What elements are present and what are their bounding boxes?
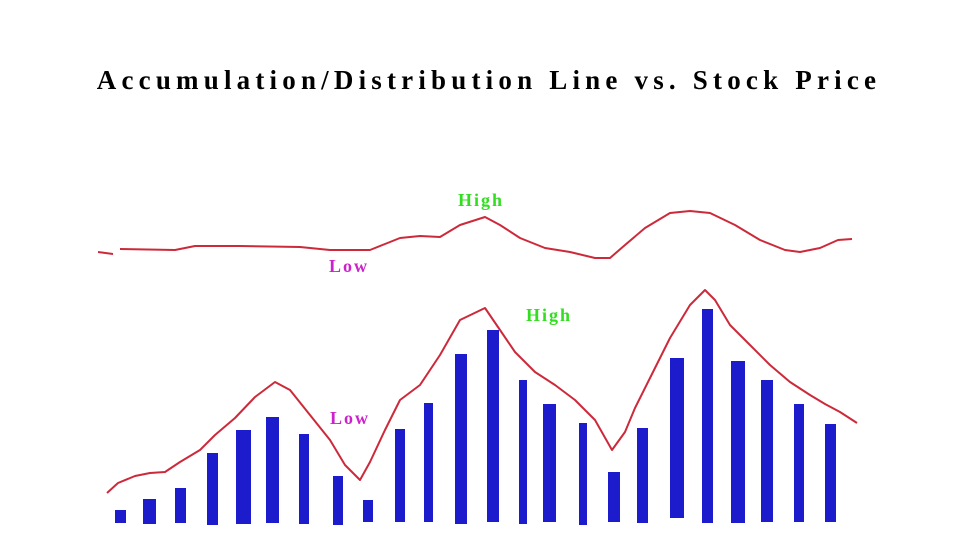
bar: [299, 434, 309, 524]
bar: [543, 404, 556, 522]
bar: [608, 472, 620, 522]
low-label: Low: [330, 408, 370, 428]
bar: [794, 404, 804, 522]
bar: [670, 358, 684, 518]
bar: [579, 423, 587, 525]
ad-line: [97, 251, 114, 255]
bar: [702, 309, 713, 523]
bar: [333, 476, 343, 525]
ad-line: [119, 210, 853, 259]
bar: [266, 417, 279, 523]
bar: [731, 361, 745, 523]
bar: [825, 424, 836, 522]
high-label: High: [458, 190, 504, 210]
bar: [143, 499, 156, 524]
low-label: Low: [329, 256, 369, 276]
bar: [761, 380, 773, 522]
bar: [363, 500, 373, 522]
price-panel: High Low: [106, 289, 858, 525]
high-label: High: [526, 305, 572, 325]
bar: [455, 354, 467, 524]
volume-bars: [115, 309, 836, 525]
title: Accumulation/Distribution Line vs. Stock…: [97, 65, 881, 95]
ad-line-panel: High Low: [97, 190, 853, 276]
bar: [236, 430, 251, 524]
bar: [519, 380, 527, 524]
bar: [207, 453, 218, 525]
bar: [487, 330, 499, 522]
bar: [637, 428, 648, 523]
bar: [115, 510, 126, 523]
bar: [175, 488, 186, 523]
bar: [395, 429, 405, 522]
price-line: [106, 289, 858, 494]
bar: [424, 403, 433, 522]
